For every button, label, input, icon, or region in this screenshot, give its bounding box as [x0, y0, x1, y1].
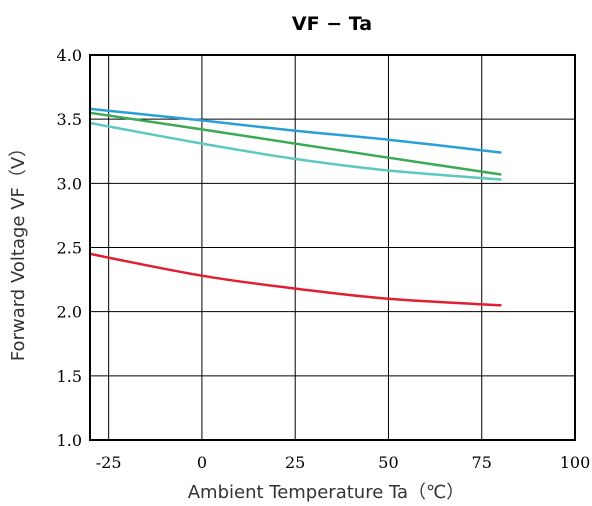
tick-labels: -25 0 25 50 75 100 1.0 1.5 2.0 2.5 3.0 3.5 4.0	[57, 46, 591, 472]
y-tick-label: 4.0	[57, 46, 82, 65]
y-tick-label: 3.5	[57, 110, 82, 129]
y-tick-label: 2.5	[57, 239, 82, 258]
series-line	[88, 107, 502, 154]
series-line	[88, 111, 502, 176]
y-tick-label: 2.0	[57, 303, 82, 322]
x-tick-label: 75	[472, 453, 492, 472]
series-line	[88, 121, 502, 181]
y-tick-label: 1.0	[57, 431, 82, 450]
series-line	[88, 252, 502, 307]
y-axis-label: Forward Voltage VF（V）	[8, 139, 29, 361]
x-tick-label: 50	[378, 453, 398, 472]
x-tick-label: 25	[285, 453, 305, 472]
y-tick-label: 1.5	[57, 367, 82, 386]
y-tick-label: 3.0	[57, 174, 82, 193]
chart-title: VF − Ta	[292, 13, 372, 35]
grid-lines	[90, 54, 576, 441]
series-lines	[88, 107, 502, 307]
x-tick-label: 0	[197, 453, 207, 472]
plot-frame	[89, 54, 576, 441]
x-tick-label: 100	[560, 453, 591, 472]
x-tick-label: -25	[96, 453, 122, 472]
x-axis-label: Ambient Temperature Ta（℃）	[188, 482, 465, 503]
